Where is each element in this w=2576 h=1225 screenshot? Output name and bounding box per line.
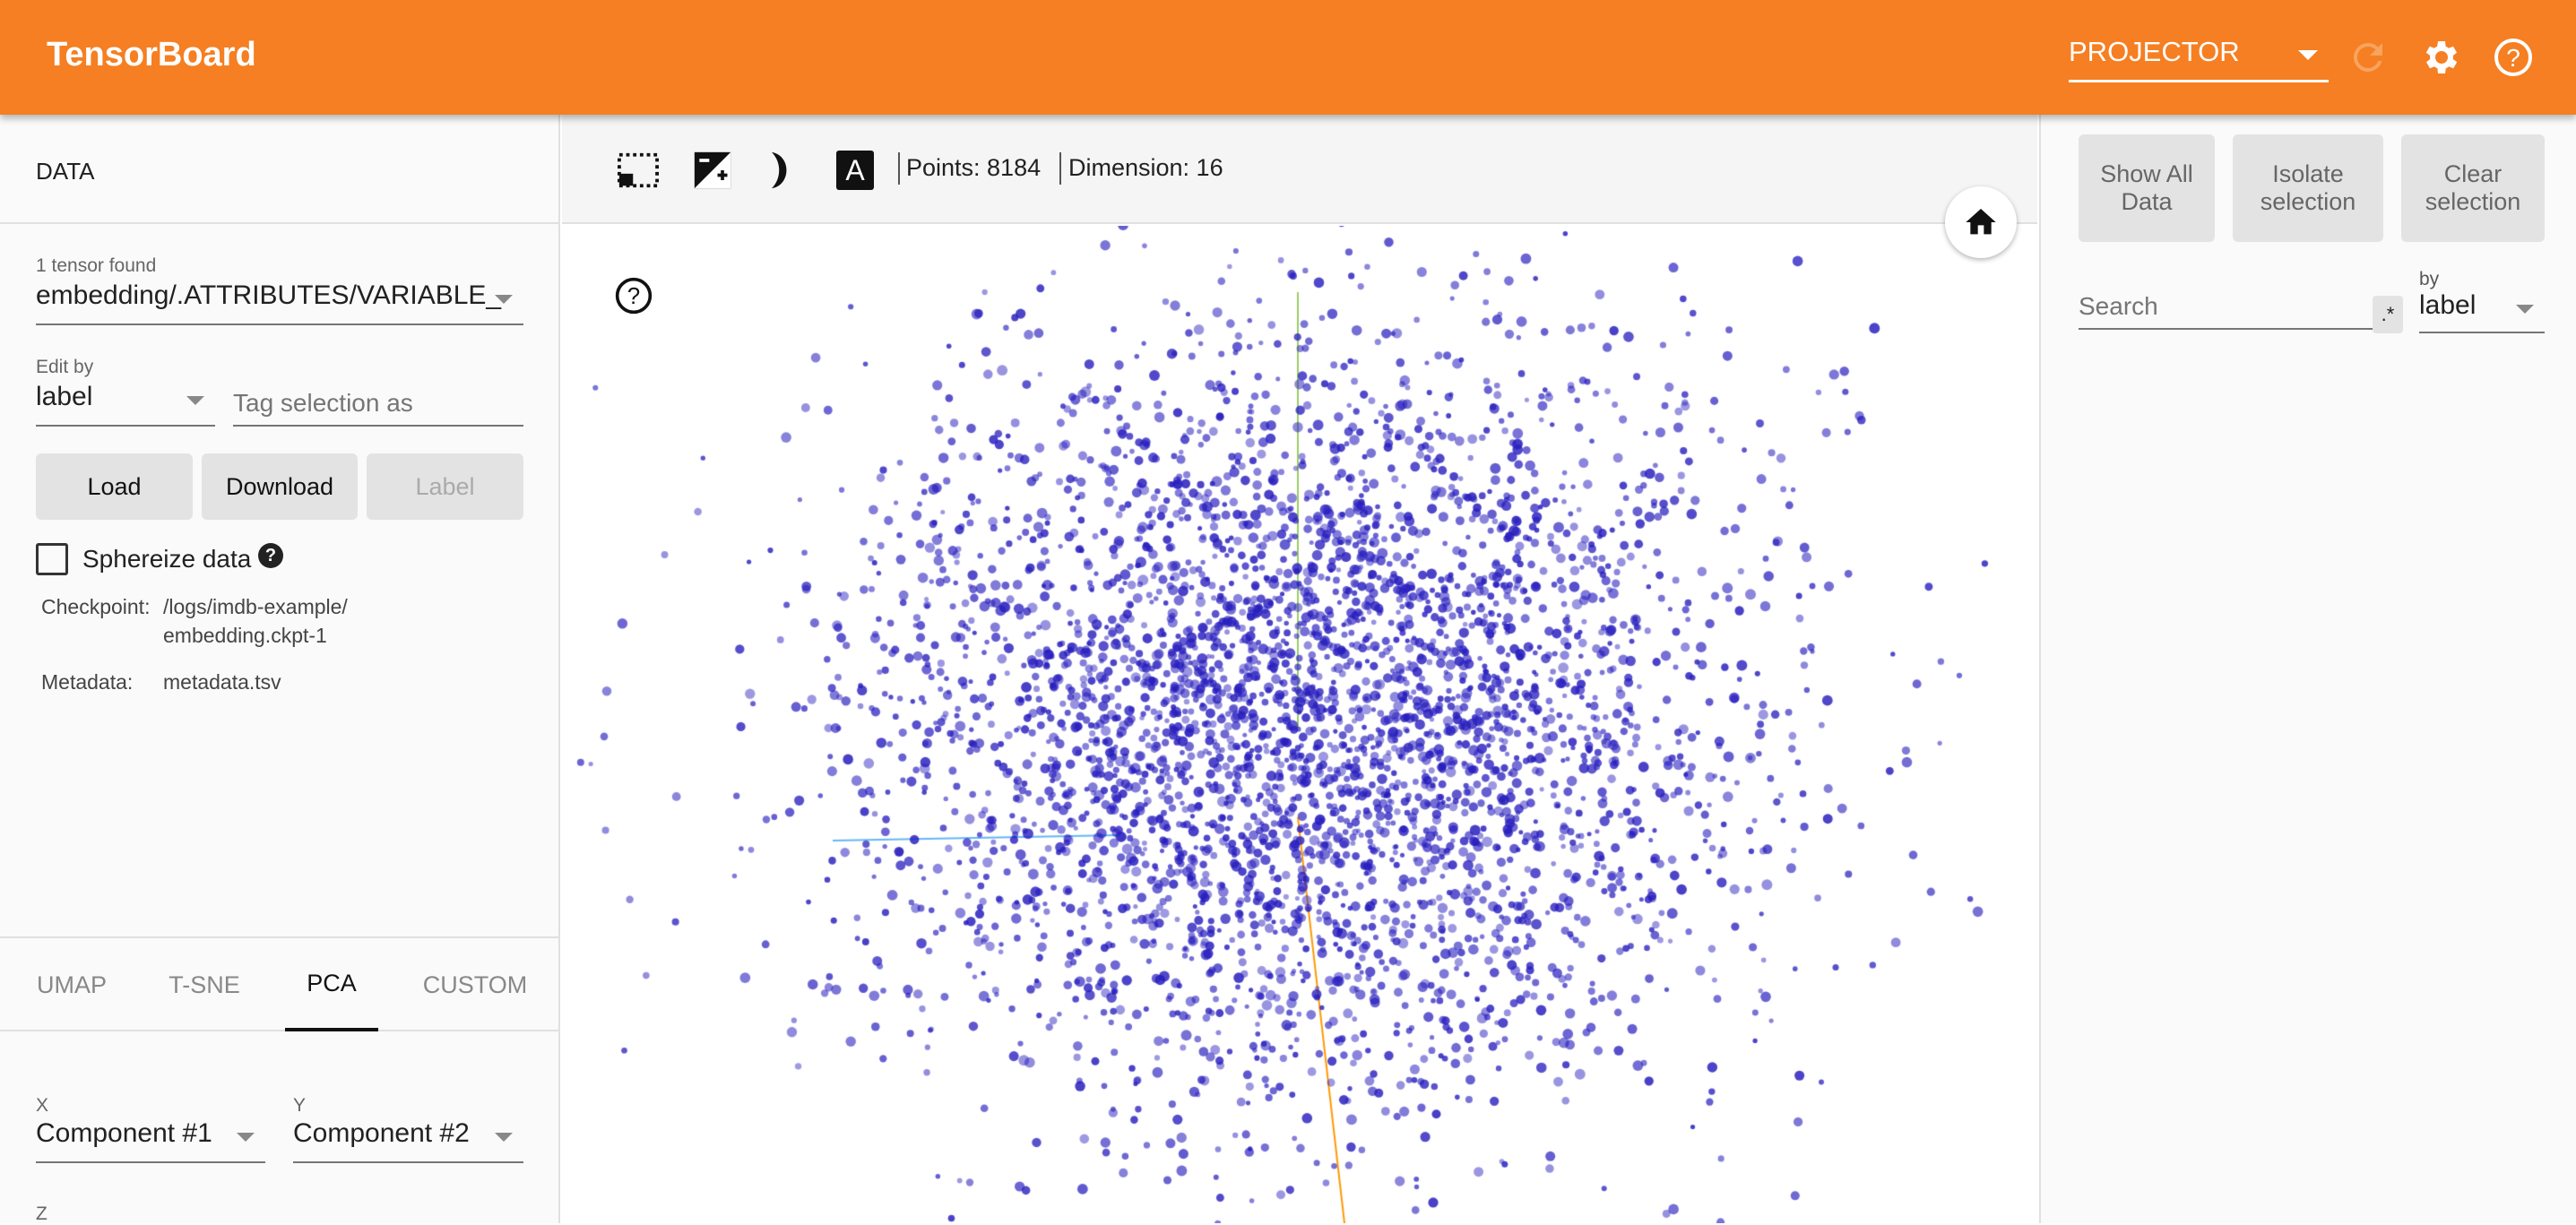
x-component-select[interactable]: Component #1	[36, 1118, 265, 1163]
isolate-line1: Isolate	[2272, 160, 2344, 187]
divider	[1059, 152, 1061, 185]
tensor-select-value: embedding/.ATTRIBUTES/VARIABLE_	[36, 280, 502, 310]
tensor-count: 1 tensor found	[36, 255, 157, 276]
search-by-select[interactable]: label	[2419, 290, 2545, 333]
plugin-select[interactable]: PROJECTOR	[2069, 36, 2329, 82]
label-toggle-icon[interactable]: A	[836, 151, 874, 190]
edit-by-label: Edit by	[36, 357, 94, 377]
select-box-icon[interactable]	[618, 152, 659, 188]
chevron-down-icon	[495, 295, 513, 304]
inspector-panel: Show All Data Isolate selection Clear selec…	[2039, 115, 2576, 1223]
night-mode-icon[interactable]	[693, 151, 732, 190]
app-header: TensorBoard PROJECTOR ?	[0, 0, 2576, 115]
projection-tabs: UMAP T-SNE PCA CUSTOM	[0, 936, 558, 1031]
chevron-down-icon	[2298, 50, 2318, 60]
projector-toolbar: A Points: 8184 Dimension: 16	[562, 115, 2037, 224]
download-button[interactable]: Download	[202, 453, 358, 520]
x-component-label: X	[36, 1095, 49, 1116]
data-panel-header: DATA	[0, 115, 558, 224]
moon-icon[interactable]	[766, 151, 797, 190]
search-input[interactable]	[2079, 285, 2403, 330]
clear-line2: selection	[2425, 188, 2521, 215]
chevron-down-icon	[495, 1133, 513, 1142]
show-all-data-button[interactable]: Show All Data	[2079, 134, 2215, 242]
x-component-value: Component #1	[36, 1118, 212, 1148]
by-label: by	[2419, 269, 2440, 289]
settings-icon[interactable]	[2420, 36, 2463, 79]
y-component-label: Y	[293, 1095, 307, 1116]
checkpoint-value: /logs/imdb-example/	[163, 595, 348, 618]
chevron-down-icon	[237, 1133, 255, 1142]
sphereize-checkbox[interactable]	[36, 543, 68, 575]
points-count: Points: 8184	[906, 154, 1042, 181]
section-title: DATA	[36, 158, 95, 185]
divider	[898, 152, 900, 185]
tab-umap[interactable]: UMAP	[36, 971, 107, 998]
app-title: TensorBoard	[47, 36, 256, 73]
regex-toggle[interactable]: .*	[2373, 296, 2403, 333]
sphereize-label: Sphereize data	[82, 545, 252, 573]
isolate-selection-button[interactable]: Isolate selection	[2233, 134, 2383, 242]
clear-line1: Clear	[2443, 160, 2503, 187]
dimension-count: Dimension: 16	[1068, 154, 1223, 181]
help-circle-icon[interactable]: ?	[258, 543, 283, 568]
data-panel: DATA 1 tensor found embedding/.ATTRIBUTE…	[0, 115, 560, 1224]
search-by-value: label	[2419, 290, 2477, 320]
edit-by-value: label	[36, 382, 93, 411]
checkpoint-label: Checkpoint:	[41, 595, 151, 618]
plugin-select-value: PROJECTOR	[2069, 36, 2240, 67]
metadata-value: metadata.tsv	[163, 670, 281, 694]
tab-custom[interactable]: CUSTOM	[422, 971, 528, 998]
z-component-label: Z	[36, 1203, 48, 1224]
tag-selection-input[interactable]	[233, 382, 523, 427]
refresh-icon[interactable]	[2347, 36, 2390, 79]
help-icon[interactable]: ?	[614, 276, 653, 315]
y-component-value: Component #2	[293, 1118, 470, 1148]
embedding-scatter[interactable]	[562, 226, 2037, 1223]
load-button[interactable]: Load	[36, 453, 193, 520]
metadata-label: Metadata:	[41, 670, 134, 694]
y-component-select[interactable]: Component #2	[293, 1118, 523, 1163]
show-all-line2: Data	[2121, 188, 2173, 215]
isolate-line2: selection	[2260, 188, 2356, 215]
checkpoint-value-2: embedding.ckpt-1	[163, 624, 327, 647]
chevron-down-icon	[2516, 305, 2534, 314]
projector-viewport[interactable]: ?	[562, 226, 2037, 1223]
help-icon[interactable]: ?	[2492, 36, 2535, 79]
clear-selection-button[interactable]: Clear selection	[2401, 134, 2545, 242]
tensor-select[interactable]: embedding/.ATTRIBUTES/VARIABLE_	[36, 280, 523, 325]
svg-text:?: ?	[2506, 44, 2520, 72]
svg-text:?: ?	[627, 284, 640, 309]
tab-pca[interactable]: PCA	[285, 938, 378, 1031]
edit-by-select[interactable]: label	[36, 382, 215, 427]
tab-tsne[interactable]: T-SNE	[169, 971, 240, 998]
label-button[interactable]: Label	[367, 453, 523, 520]
chevron-down-icon	[186, 396, 204, 405]
home-icon	[1966, 209, 1996, 235]
show-all-line1: Show All	[2100, 160, 2193, 187]
reset-view-button[interactable]	[1945, 186, 2017, 258]
